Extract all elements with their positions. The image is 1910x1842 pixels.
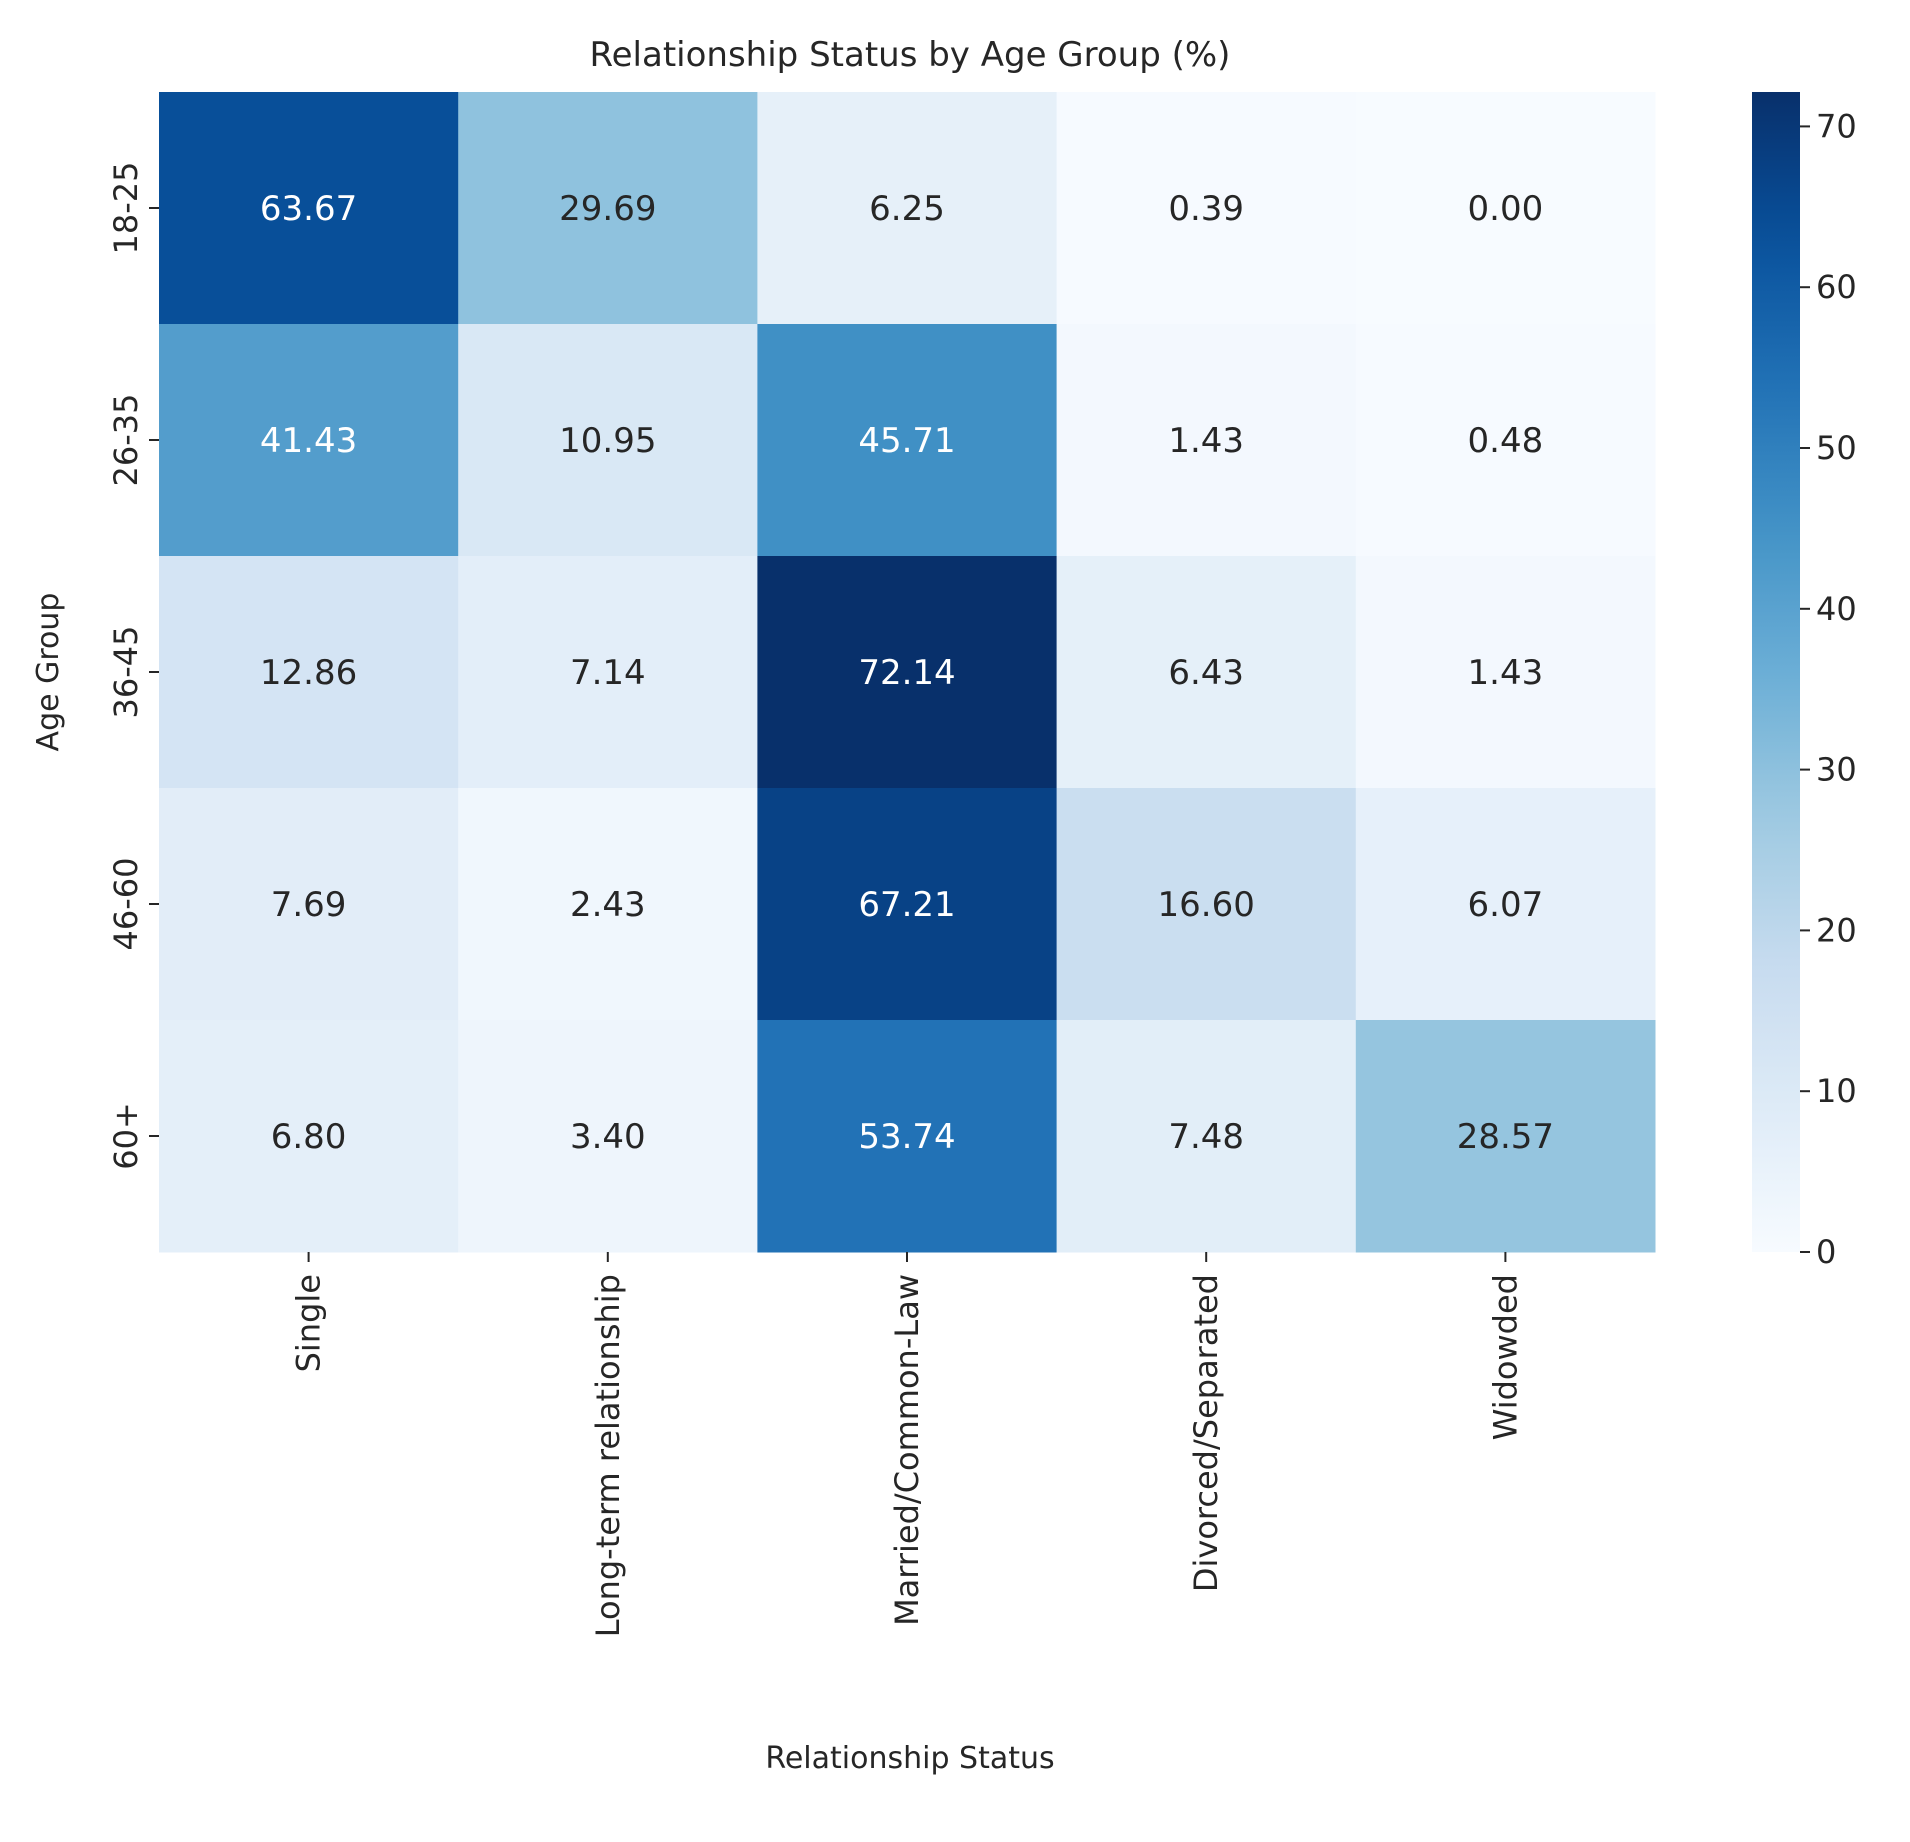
cell-value-label: 7.48 [1168, 1117, 1244, 1157]
heatmap-cell [1355, 556, 1656, 789]
cell-value-label: 72.14 [858, 653, 955, 693]
cell-value-label: 67.21 [858, 885, 955, 925]
cell-value-label: 45.71 [858, 421, 955, 461]
colorbar-tick-label: 60 [1816, 268, 1857, 306]
heatmap-cell [458, 1020, 758, 1253]
cell-value-label: 10.95 [559, 421, 656, 461]
heatmap-cell [159, 556, 459, 789]
heatmap-cell [1056, 92, 1357, 325]
cell-value-label: 63.67 [260, 189, 357, 229]
chart-title: Relationship Status by Age Group (%) [590, 35, 1231, 75]
heatmap-cells [159, 92, 1656, 1253]
colorbar-tick-label: 30 [1816, 751, 1857, 789]
colorbar-tick-label: 40 [1816, 590, 1857, 628]
x-tick-label: Single [290, 1274, 328, 1372]
y-axis: 18-25 26-35 36-45 46-60 60+ [107, 162, 159, 1170]
y-tick-label: 18-25 [107, 162, 145, 255]
heatmap-cell [159, 788, 459, 1021]
heatmap-cell [757, 1020, 1058, 1253]
heatmap-cell [458, 556, 758, 789]
x-axis: Single Long-term relationship Married/Comm… [290, 1252, 1524, 1637]
cell-value-label: 6.80 [271, 1117, 347, 1157]
y-tick-label: 36-45 [107, 626, 145, 719]
heatmap-cell [1056, 1020, 1357, 1253]
cell-value-label: 7.69 [271, 885, 347, 925]
heatmap-cell [757, 788, 1058, 1021]
y-tick-label: 46-60 [107, 858, 145, 951]
cell-value-labels: 63.67 29.69 6.25 0.39 0.00 41.43 10.95 45.71 1.4… [260, 189, 1554, 1157]
heatmap-cell [159, 92, 459, 325]
heatmap-cell [1056, 324, 1357, 557]
heatmap-cell [757, 92, 1058, 325]
heatmap-cell [159, 1020, 459, 1253]
y-tick-label: 60+ [107, 1102, 145, 1170]
colorbar-tick-label: 70 [1816, 107, 1857, 145]
x-tick-label: Long-term relationship [589, 1274, 627, 1637]
colorbar-tick-label: 0 [1816, 1233, 1836, 1271]
x-tick-label: Married/Common-Law [888, 1274, 926, 1626]
cell-value-label: 0.48 [1468, 421, 1544, 461]
heatmap-cell [1355, 788, 1656, 1021]
colorbar: 0 10 20 30 40 50 60 70 [1752, 92, 1857, 1271]
heatmap-cell [458, 324, 758, 557]
cell-value-label: 2.43 [570, 885, 646, 925]
cell-value-label: 0.39 [1168, 189, 1244, 229]
cell-value-label: 1.43 [1168, 421, 1244, 461]
cell-value-label: 12.86 [260, 653, 357, 693]
y-axis-title: Age Group [31, 593, 66, 752]
cell-value-label: 1.43 [1468, 653, 1544, 693]
heatmap-cell [159, 324, 459, 557]
heatmap-cell [1355, 324, 1656, 557]
cell-value-label: 29.69 [559, 189, 656, 229]
cell-value-label: 0.00 [1468, 189, 1544, 229]
cell-value-label: 6.43 [1168, 653, 1244, 693]
heatmap-cell [1355, 1020, 1656, 1253]
heatmap-cell [458, 788, 758, 1021]
cell-value-label: 6.25 [869, 189, 945, 229]
cell-value-label: 6.07 [1468, 885, 1544, 925]
x-tick-label: Widowded [1486, 1274, 1524, 1440]
colorbar-gradient [1752, 92, 1800, 1252]
heatmap-cell [1056, 556, 1357, 789]
cell-value-label: 53.74 [858, 1117, 955, 1157]
cell-value-label: 7.14 [570, 653, 646, 693]
heatmap-cell [1355, 92, 1656, 325]
cell-value-label: 28.57 [1457, 1117, 1554, 1157]
colorbar-tick-label: 10 [1816, 1072, 1857, 1110]
cell-value-label: 16.60 [1158, 885, 1255, 925]
x-tick-label: Divorced/Separated [1187, 1274, 1225, 1592]
heatmap-cell [458, 92, 758, 325]
heatmap-cell [1056, 788, 1357, 1021]
colorbar-tick-label: 20 [1816, 911, 1857, 949]
heatmap-cell [757, 324, 1058, 557]
colorbar-tick-label: 50 [1816, 429, 1857, 467]
y-tick-label: 26-35 [107, 394, 145, 487]
cell-value-label: 3.40 [570, 1117, 646, 1157]
heatmap-cell [757, 556, 1058, 789]
cell-value-label: 41.43 [260, 421, 357, 461]
x-axis-title: Relationship Status [765, 1741, 1054, 1776]
